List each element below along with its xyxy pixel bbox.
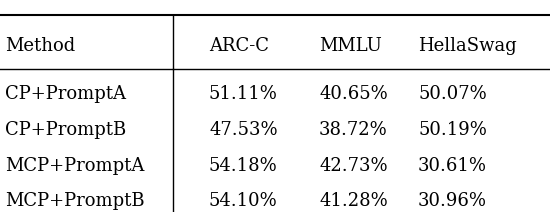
Text: 38.72%: 38.72% [319, 121, 388, 139]
Text: 30.96%: 30.96% [418, 192, 487, 210]
Text: 47.53%: 47.53% [209, 121, 278, 139]
Text: 50.19%: 50.19% [418, 121, 487, 139]
Text: 50.07%: 50.07% [418, 85, 487, 103]
Text: ARC-C: ARC-C [209, 37, 269, 55]
Text: 51.11%: 51.11% [209, 85, 278, 103]
Text: CP+PromptA: CP+PromptA [6, 85, 126, 103]
Text: MCP+PromptA: MCP+PromptA [6, 156, 145, 174]
Text: 30.61%: 30.61% [418, 156, 487, 174]
Text: 54.10%: 54.10% [209, 192, 278, 210]
Text: Method: Method [6, 37, 76, 55]
Text: 40.65%: 40.65% [319, 85, 388, 103]
Text: HellaSwag: HellaSwag [418, 37, 517, 55]
Text: 54.18%: 54.18% [209, 156, 278, 174]
Text: MMLU: MMLU [319, 37, 382, 55]
Text: 42.73%: 42.73% [319, 156, 388, 174]
Text: CP+PromptB: CP+PromptB [6, 121, 126, 139]
Text: 41.28%: 41.28% [319, 192, 388, 210]
Text: MCP+PromptB: MCP+PromptB [6, 192, 145, 210]
